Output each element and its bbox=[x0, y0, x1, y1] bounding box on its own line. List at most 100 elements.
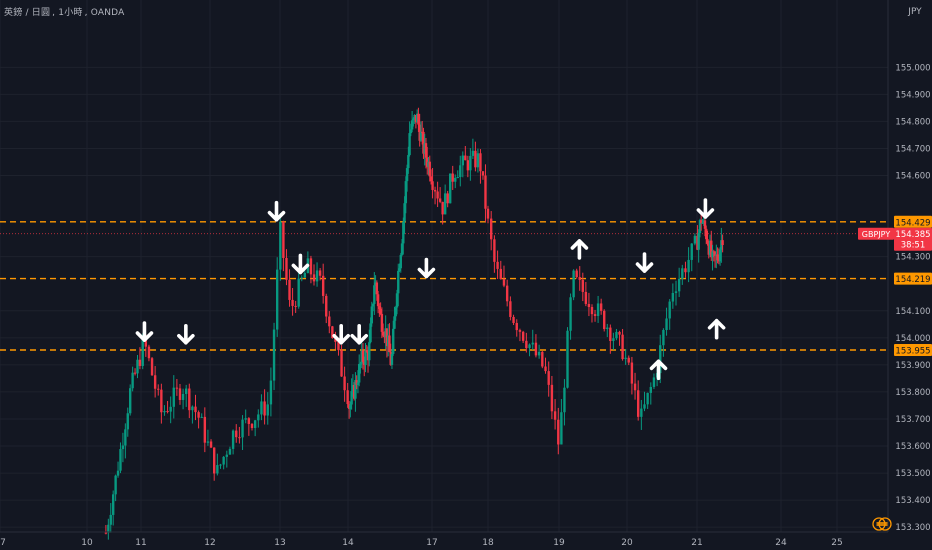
symbol-header[interactable]: 英鎊 / 日圓, 1小時, OANDA bbox=[4, 8, 125, 18]
candle-body bbox=[315, 270, 319, 282]
candle-body bbox=[160, 389, 163, 413]
candle-body bbox=[433, 189, 437, 192]
arrow-down-icon bbox=[267, 200, 286, 222]
candle-body bbox=[288, 279, 291, 300]
candle-body bbox=[150, 358, 154, 376]
candle-body bbox=[671, 292, 675, 302]
candle-body bbox=[541, 351, 544, 367]
candle-body bbox=[334, 337, 337, 342]
candle-body bbox=[560, 412, 563, 445]
candle-body bbox=[129, 388, 132, 414]
time-tick-label: 14 bbox=[342, 538, 354, 548]
candle-body bbox=[621, 334, 624, 360]
candle-body bbox=[405, 168, 409, 182]
candle-body bbox=[272, 329, 276, 381]
time-axis[interactable]: 7 10 11 12 13 14 17 18 19 20 21 24 25 bbox=[0, 531, 888, 548]
candle-body bbox=[715, 254, 718, 256]
candle-body bbox=[415, 113, 419, 123]
candle-body bbox=[424, 143, 428, 158]
candle-body bbox=[175, 387, 179, 389]
candle-body bbox=[364, 350, 367, 366]
candle-body bbox=[285, 257, 288, 280]
currency-label: JPY bbox=[907, 7, 922, 17]
arrow-down-icon bbox=[177, 323, 195, 345]
candle-body bbox=[395, 293, 399, 308]
candle-body bbox=[126, 413, 129, 430]
candle-body bbox=[528, 344, 531, 349]
candle-body bbox=[471, 150, 475, 156]
candle-body bbox=[355, 380, 358, 385]
candle-body bbox=[191, 406, 194, 411]
candle-body bbox=[705, 228, 708, 240]
time-tick-label: 17 bbox=[426, 538, 437, 548]
price-tick-label: 153.600 bbox=[895, 442, 930, 452]
candle-body bbox=[429, 176, 433, 182]
candle-body bbox=[596, 303, 600, 316]
candle-body bbox=[147, 346, 151, 359]
candle-body bbox=[687, 259, 690, 273]
candle-body bbox=[466, 160, 470, 171]
candle-body bbox=[263, 401, 266, 416]
candle-body bbox=[109, 514, 112, 525]
candle-body bbox=[400, 243, 404, 255]
candle-body bbox=[219, 464, 222, 466]
price-tick-label: 154.000 bbox=[895, 334, 930, 344]
candle-body bbox=[706, 239, 709, 244]
candle-body bbox=[392, 328, 395, 354]
candle-body bbox=[247, 418, 251, 424]
candle-body bbox=[486, 208, 490, 219]
candle-body bbox=[383, 335, 386, 338]
candle-body bbox=[702, 220, 705, 223]
candle-body bbox=[603, 310, 606, 330]
candle-body bbox=[104, 532, 108, 534]
candle-body bbox=[479, 153, 482, 172]
candlestick-series bbox=[104, 107, 724, 540]
candle-body bbox=[493, 239, 496, 262]
candle-body bbox=[169, 406, 172, 412]
arrow-down-icon bbox=[417, 257, 436, 279]
candle-body bbox=[397, 270, 400, 294]
candle-body bbox=[119, 449, 122, 471]
candle-body bbox=[153, 375, 157, 389]
candle-body bbox=[384, 328, 387, 338]
candle-body bbox=[428, 161, 431, 177]
candle-body bbox=[358, 364, 361, 383]
candle-body bbox=[674, 291, 678, 293]
candle-body bbox=[184, 388, 188, 394]
candle-body bbox=[136, 359, 139, 374]
candle-body bbox=[166, 411, 169, 413]
candle-body bbox=[459, 165, 462, 177]
candle-body bbox=[356, 382, 360, 385]
candle-body bbox=[366, 351, 370, 361]
candle-body bbox=[708, 240, 712, 255]
candle-body bbox=[216, 465, 219, 474]
level-price-label: 154.219 bbox=[895, 275, 930, 285]
candle-body bbox=[371, 303, 375, 307]
candle-body bbox=[291, 299, 294, 306]
candle-body bbox=[456, 176, 459, 178]
candle-body bbox=[250, 423, 254, 429]
price-tick-label: 153.400 bbox=[895, 496, 930, 506]
candle-body bbox=[446, 193, 449, 204]
candle-body bbox=[386, 335, 390, 347]
candle-body bbox=[652, 377, 656, 387]
candle-body bbox=[431, 181, 434, 190]
countdown-label: 38:51 bbox=[901, 241, 926, 251]
candle-body bbox=[390, 353, 394, 365]
candle-body bbox=[581, 279, 584, 292]
candle-body bbox=[231, 430, 235, 449]
candle-body bbox=[505, 285, 509, 302]
candle-body bbox=[253, 420, 257, 429]
candle-body bbox=[178, 388, 182, 400]
candle-body bbox=[141, 339, 144, 366]
candle-body bbox=[209, 441, 213, 448]
price-axis[interactable]: JPY 155.000 154.900 154.800 154.700 154.600 15… bbox=[858, 0, 932, 533]
candle-body bbox=[649, 386, 652, 393]
candle-body bbox=[563, 387, 566, 413]
candle-body bbox=[711, 251, 714, 258]
candle-body bbox=[534, 342, 538, 356]
annotation-arrows bbox=[135, 198, 726, 381]
candle-body bbox=[374, 282, 377, 286]
candle-body bbox=[698, 220, 702, 234]
